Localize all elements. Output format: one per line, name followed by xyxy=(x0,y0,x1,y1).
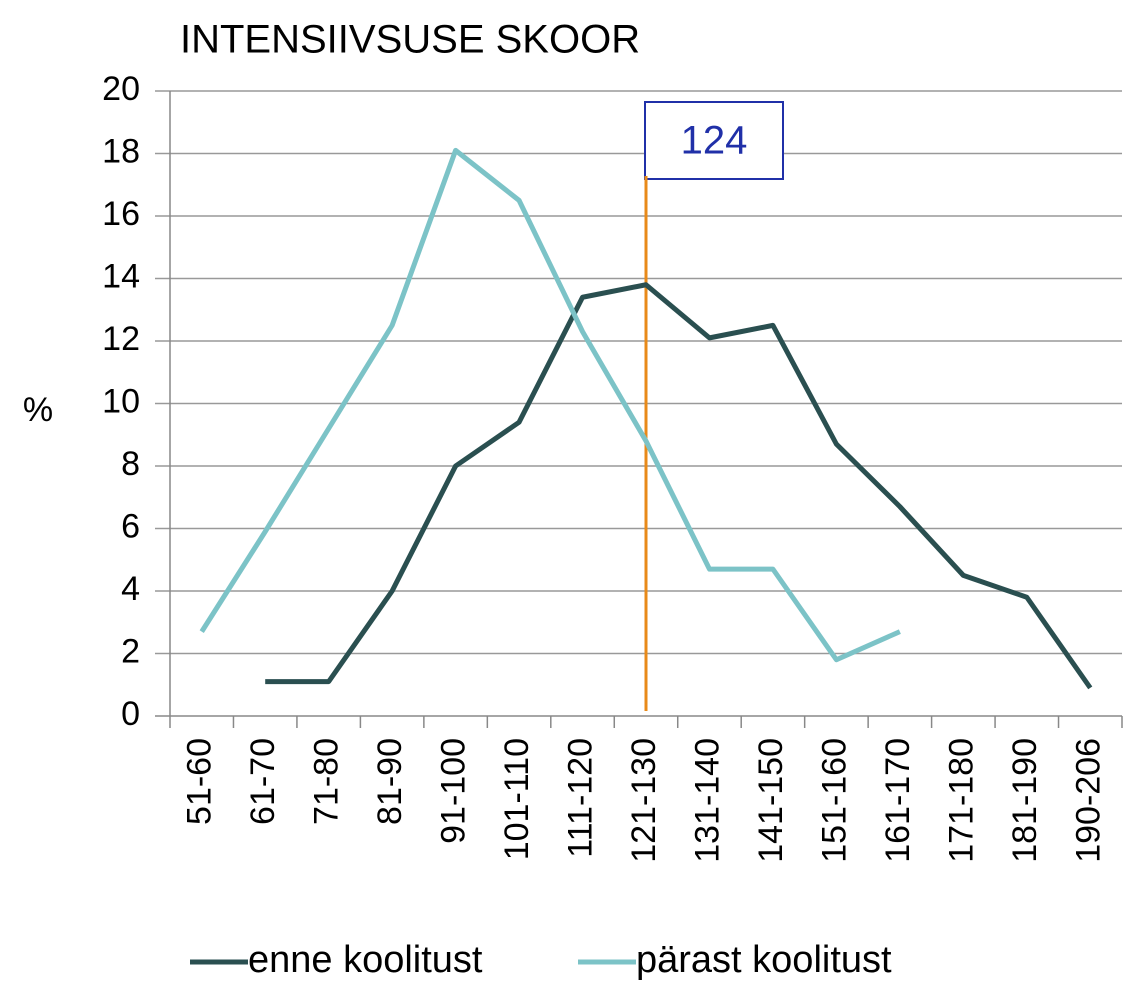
x-tick-label: 151-160 xyxy=(815,738,853,863)
y-tick-label: 16 xyxy=(102,195,140,233)
series-line xyxy=(199,147,901,663)
annotation-box xyxy=(644,101,784,180)
y-tick-label: 6 xyxy=(121,507,140,545)
y-tick-label: 4 xyxy=(121,570,140,608)
x-tick-label: 121-130 xyxy=(625,738,663,863)
y-tick-label: 0 xyxy=(121,695,140,733)
x-tick-label: 131-140 xyxy=(688,738,726,863)
y-tick-label: 10 xyxy=(102,382,140,420)
x-tick-label: 111-120 xyxy=(562,738,600,858)
y-tick-label: 12 xyxy=(102,320,140,358)
x-tick-label: 141-150 xyxy=(752,738,790,863)
chart-title: INTENSIIVSUSE SKOOR xyxy=(180,18,640,62)
x-tick-label: 61-70 xyxy=(244,738,282,825)
x-tick-label: 81-90 xyxy=(371,738,409,825)
legend-label: pärast koolitust xyxy=(636,939,892,981)
y-tick-label: 20 xyxy=(102,70,140,108)
y-tick-label: 8 xyxy=(121,445,140,483)
x-tick-label: 101-110 xyxy=(498,738,536,860)
x-tick-label: 181-190 xyxy=(1006,738,1044,863)
x-tick-label: 91-100 xyxy=(435,738,473,844)
y-tick-label: 14 xyxy=(102,257,140,295)
x-tick-label: 190-206 xyxy=(1069,738,1107,863)
y-tick-label: 2 xyxy=(121,632,140,670)
annotation-text: 124 xyxy=(681,119,748,163)
y-tick-label: 18 xyxy=(102,132,140,170)
x-tick-label: 71-80 xyxy=(308,738,346,825)
y-axis-label: % xyxy=(23,391,53,429)
series-line xyxy=(265,282,1093,690)
x-tick-label: 51-60 xyxy=(181,738,219,825)
x-tick-label: 161-170 xyxy=(879,738,917,863)
x-tick-label: 171-180 xyxy=(942,738,980,863)
legend-label: enne koolitust xyxy=(248,939,483,981)
